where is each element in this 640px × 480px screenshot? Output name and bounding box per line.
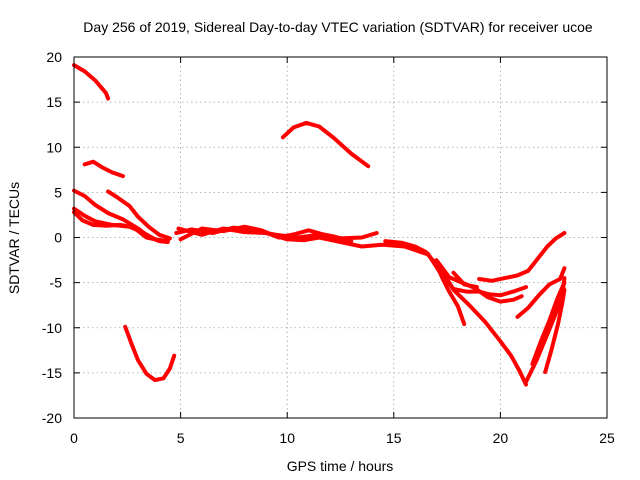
x-tick-label: 10: [279, 430, 295, 446]
x-tick-label: 0: [70, 430, 78, 446]
y-tick-label: -20: [42, 410, 62, 426]
series-line-arc-14: [434, 258, 524, 304]
series-line-arc-18: [515, 266, 567, 319]
y-tick-label: -10: [42, 320, 62, 336]
axis-ticks: 0 5 10 15 20 25 -20 -15 -10 -5 0 5 10 15 20: [42, 49, 615, 446]
series-line-arc-16: [451, 270, 479, 290]
x-tick-label: 20: [493, 430, 509, 446]
y-tick-label: 5: [54, 184, 62, 200]
plot-frame: [73, 56, 608, 419]
x-tick-label: 25: [599, 430, 615, 446]
y-tick-label: -15: [42, 365, 62, 381]
y-tick-label: 0: [54, 230, 62, 246]
x-axis-title: GPS time / hours: [287, 458, 394, 474]
series-line-arc-5: [72, 210, 162, 243]
y-tick-label: 10: [46, 139, 62, 155]
y-tick-label: -5: [50, 275, 63, 291]
series-line-arc-15: [436, 262, 528, 387]
series-line-arc-2: [82, 159, 125, 179]
series-line-arc-7: [123, 324, 177, 383]
chart-title: Day 256 of 2019, Sidereal Day-to-day VTE…: [83, 19, 593, 35]
series-line-arc-10: [178, 224, 354, 244]
series-line-arc-17: [477, 231, 567, 283]
x-tick-label: 5: [177, 430, 185, 446]
series-line-arc-9: [176, 226, 428, 256]
series-line-arc-11: [280, 120, 371, 169]
x-tick-label: 15: [386, 430, 402, 446]
series-line-arc-20: [530, 280, 567, 366]
series-line-arc-21: [543, 287, 567, 374]
series-line-arc-6: [106, 189, 172, 241]
y-axis-title: SDTVAR / TECUs: [6, 182, 22, 294]
data-series: [72, 63, 567, 387]
y-tick-label: 15: [46, 94, 62, 110]
series-line-arc-1: [72, 63, 111, 101]
y-tick-label: 20: [46, 49, 62, 65]
